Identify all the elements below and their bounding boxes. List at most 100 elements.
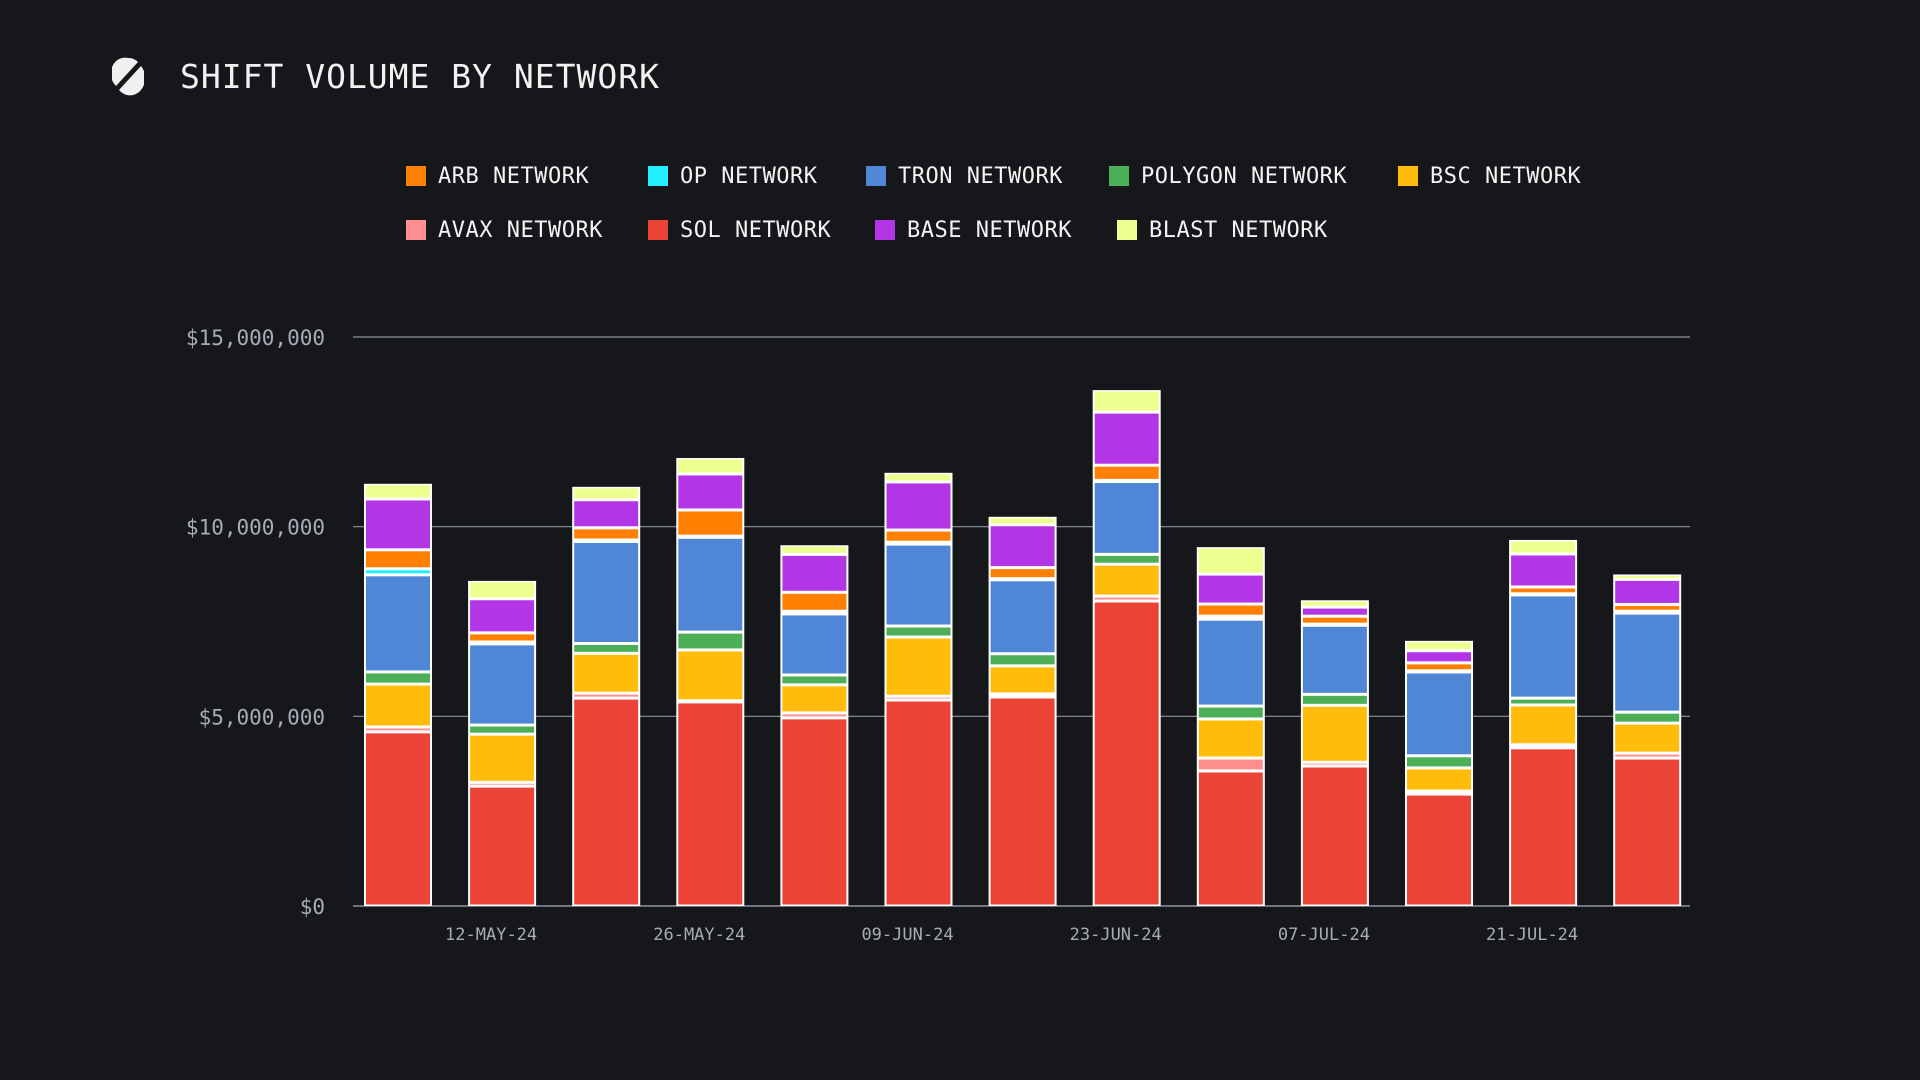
legend-item-arb[interactable]: ARB NETWORK <box>406 162 589 190</box>
bar-segment-tron-network[interactable] <box>886 545 951 625</box>
bar-segment-bsc-network[interactable] <box>1407 769 1471 790</box>
bar-segment-blast-network[interactable] <box>470 582 535 598</box>
bar-segment-polygon-network[interactable] <box>1615 713 1680 722</box>
bar-segment-arb-network[interactable] <box>886 531 951 541</box>
bar-segment-bsc-network[interactable] <box>678 651 743 700</box>
bar-segment-op-network[interactable] <box>366 570 430 574</box>
bar-segment-blast-network[interactable] <box>678 459 743 473</box>
bar-segment-bsc-network[interactable] <box>1615 724 1680 752</box>
bar-stack[interactable] <box>364 483 432 906</box>
bar-segment-tron-network[interactable] <box>1615 614 1680 711</box>
bar-segment-sol-network[interactable] <box>678 703 743 905</box>
bar-segment-arb-network[interactable] <box>1198 605 1263 615</box>
bar-segment-base-network[interactable] <box>886 483 951 529</box>
bar-segment-bsc-network[interactable] <box>574 654 639 692</box>
bar-segment-arb-network[interactable] <box>1302 617 1367 623</box>
bar-segment-arb-network[interactable] <box>574 529 639 539</box>
legend-item-polygon[interactable]: POLYGON NETWORK <box>1109 162 1347 190</box>
bar-segment-tron-network[interactable] <box>1302 626 1367 693</box>
bar-segment-bsc-network[interactable] <box>1094 565 1159 595</box>
bar-segment-sol-network[interactable] <box>1615 759 1680 905</box>
bar-stack[interactable] <box>988 516 1057 906</box>
bar-segment-blast-network[interactable] <box>1302 601 1367 606</box>
bar-segment-sol-network[interactable] <box>574 699 639 905</box>
bar-segment-tron-network[interactable] <box>1407 673 1471 755</box>
bar-segment-base-network[interactable] <box>1302 608 1367 615</box>
legend-item-bsc[interactable]: BSC NETWORK <box>1398 162 1581 190</box>
bar-segment-arb-network[interactable] <box>470 634 535 641</box>
bar-segment-base-network[interactable] <box>1511 555 1576 586</box>
bar-segment-avax-network[interactable] <box>1094 597 1159 600</box>
bar-segment-bsc-network[interactable] <box>886 638 951 695</box>
bar-segment-bsc-network[interactable] <box>1198 720 1263 757</box>
bar-segment-polygon-network[interactable] <box>782 676 847 684</box>
bar-segment-blast-network[interactable] <box>1198 548 1263 573</box>
bar-segment-arb-network[interactable] <box>1407 664 1471 670</box>
bar-segment-sol-network[interactable] <box>782 719 847 905</box>
bar-stack[interactable] <box>1196 547 1265 906</box>
bar-segment-sol-network[interactable] <box>470 787 535 905</box>
bar-segment-tron-network[interactable] <box>366 576 430 671</box>
bar-segment-blast-network[interactable] <box>1407 642 1471 650</box>
bar-segment-tron-network[interactable] <box>678 538 743 631</box>
bar-segment-arb-network[interactable] <box>678 511 743 535</box>
bar-segment-sol-network[interactable] <box>886 701 951 905</box>
legend-item-base[interactable]: BASE NETWORK <box>875 216 1072 244</box>
bar-segment-avax-network[interactable] <box>886 697 951 699</box>
bar-segment-base-network[interactable] <box>990 526 1055 567</box>
legend-item-avax[interactable]: AVAX NETWORK <box>406 216 603 244</box>
bar-segment-base-network[interactable] <box>678 475 743 509</box>
legend-item-sol[interactable]: SOL NETWORK <box>648 216 831 244</box>
bar-segment-tron-network[interactable] <box>782 615 847 674</box>
bar-segment-polygon-network[interactable] <box>990 655 1055 665</box>
bar-segment-polygon-network[interactable] <box>1094 555 1159 563</box>
bar-segment-bsc-network[interactable] <box>1511 706 1576 744</box>
bar-segment-polygon-network[interactable] <box>470 726 535 733</box>
bar-segment-blast-network[interactable] <box>574 488 639 499</box>
bar-stack[interactable] <box>1092 390 1161 906</box>
bar-segment-sol-network[interactable] <box>1094 602 1159 905</box>
bar-segment-polygon-network[interactable] <box>1407 757 1471 767</box>
bar-segment-tron-network[interactable] <box>574 542 639 643</box>
bar-stack[interactable] <box>1405 640 1473 906</box>
bar-segment-arb-network[interactable] <box>782 593 847 610</box>
bar-segment-polygon-network[interactable] <box>1198 707 1263 718</box>
bar-segment-arb-network[interactable] <box>1094 466 1159 479</box>
bar-segment-base-network[interactable] <box>1198 575 1263 603</box>
bar-segment-avax-network[interactable] <box>1198 759 1263 770</box>
bar-segment-arb-network[interactable] <box>1511 588 1576 593</box>
bar-segment-avax-network[interactable] <box>1615 754 1680 757</box>
bar-segment-sol-network[interactable] <box>1407 795 1471 905</box>
bar-segment-avax-network[interactable] <box>1302 763 1367 765</box>
legend-item-op[interactable]: OP NETWORK <box>648 162 817 190</box>
bar-segment-tron-network[interactable] <box>1511 596 1576 697</box>
bar-segment-avax-network[interactable] <box>470 783 535 785</box>
bar-segment-bsc-network[interactable] <box>1302 706 1367 761</box>
bar-segment-bsc-network[interactable] <box>782 686 847 712</box>
bar-segment-bsc-network[interactable] <box>990 667 1055 693</box>
bar-segment-blast-network[interactable] <box>782 546 847 553</box>
bar-segment-avax-network[interactable] <box>574 694 639 697</box>
bar-stack[interactable] <box>572 486 641 906</box>
bar-segment-arb-network[interactable] <box>366 551 430 568</box>
bar-segment-base-network[interactable] <box>574 501 639 527</box>
bar-segment-tron-network[interactable] <box>1094 483 1159 553</box>
bar-segment-tron-network[interactable] <box>1198 620 1263 705</box>
bar-segment-base-network[interactable] <box>1094 413 1159 464</box>
bar-stack[interactable] <box>468 580 537 906</box>
legend-item-blast[interactable]: BLAST NETWORK <box>1117 216 1328 244</box>
bar-segment-arb-network[interactable] <box>990 569 1055 578</box>
bar-stack[interactable] <box>884 472 953 906</box>
bar-segment-blast-network[interactable] <box>990 518 1055 524</box>
bar-segment-bsc-network[interactable] <box>470 735 535 781</box>
bar-segment-base-network[interactable] <box>470 600 535 632</box>
bar-stack[interactable] <box>676 458 745 906</box>
bar-stack[interactable] <box>1300 600 1369 906</box>
bar-segment-sol-network[interactable] <box>1302 767 1367 905</box>
bar-segment-base-network[interactable] <box>366 500 430 549</box>
bar-segment-sol-network[interactable] <box>366 733 430 905</box>
bar-segment-sol-network[interactable] <box>990 698 1055 905</box>
bar-segment-bsc-network[interactable] <box>366 685 430 726</box>
bar-segment-polygon-network[interactable] <box>886 627 951 636</box>
bar-segment-tron-network[interactable] <box>470 645 535 724</box>
